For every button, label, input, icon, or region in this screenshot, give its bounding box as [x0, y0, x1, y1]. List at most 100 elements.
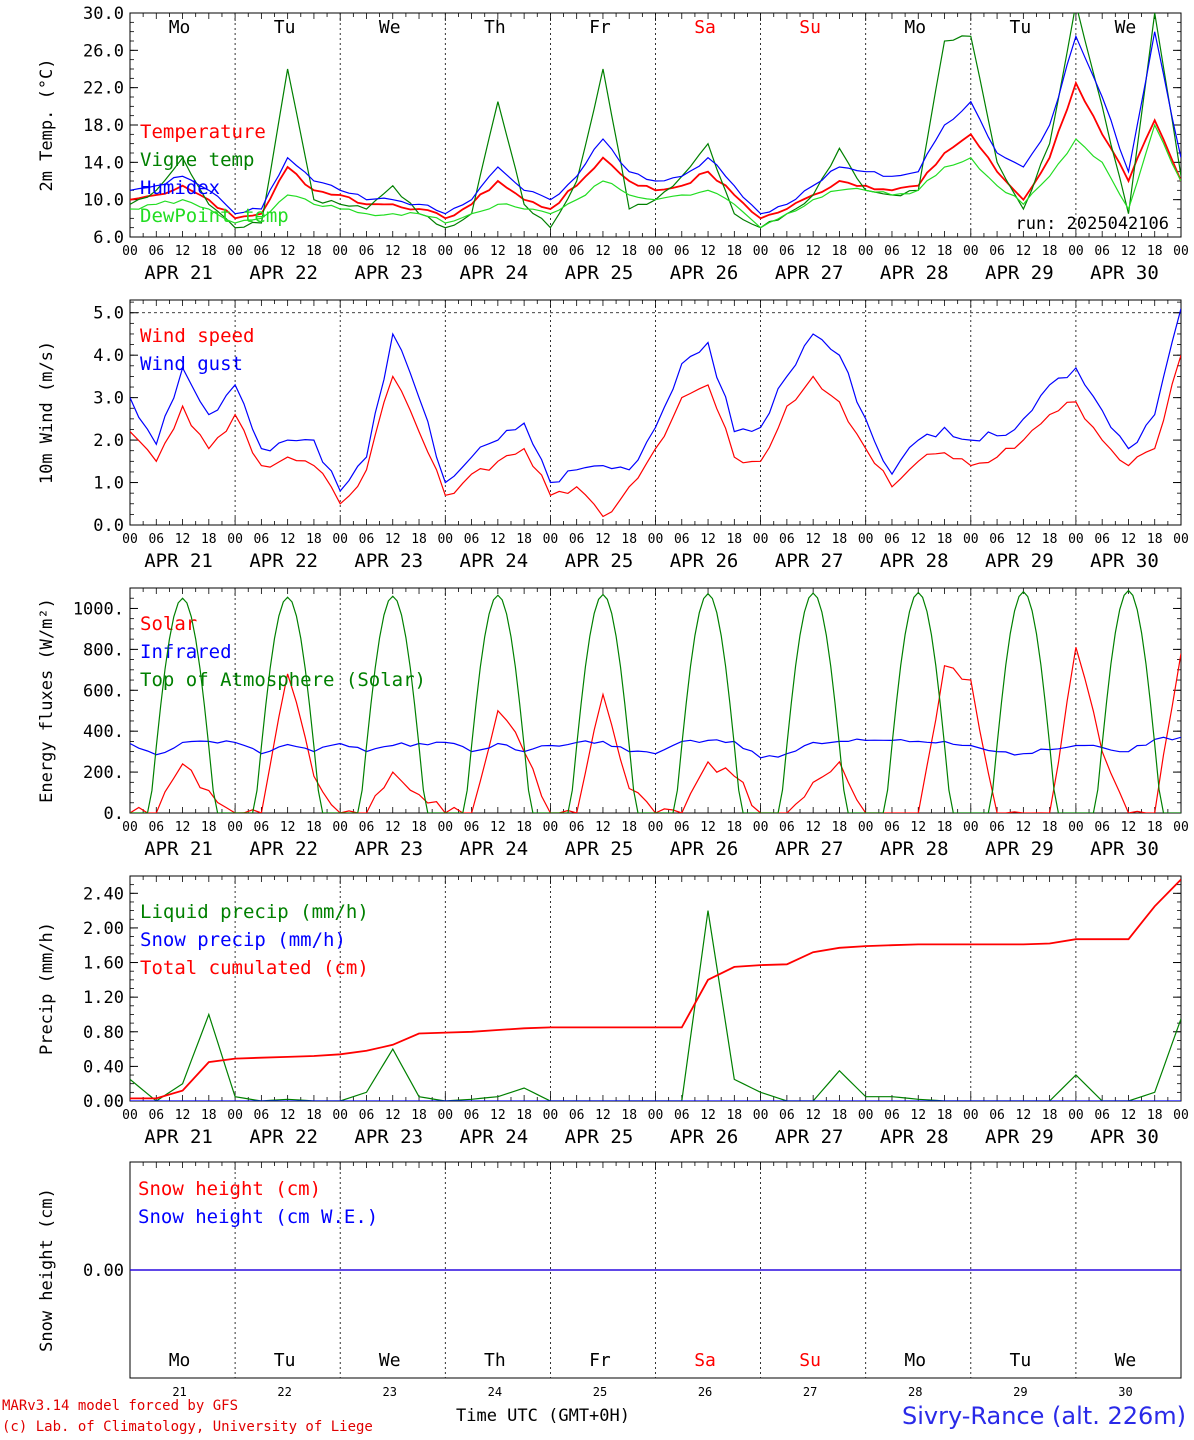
panel-4-ytick-label: 2.00	[83, 919, 124, 939]
panel-5-day-number: 23	[383, 1385, 397, 1399]
panel-5-weekday-label: We	[1115, 1350, 1137, 1371]
panel-3-date-label: APR 30	[1090, 838, 1159, 860]
panel-1-xtick-label: 18	[306, 244, 322, 259]
panel-4-xtick-label: 18	[1042, 1108, 1058, 1123]
panel-3-xtick-label: 00	[332, 820, 348, 835]
panel-3-xtick-label: 00	[648, 820, 664, 835]
panel-4-xtick-label: 00	[227, 1108, 243, 1123]
panel-1-xtick-label: 12	[490, 244, 506, 259]
panel-3-xtick-label: 00	[1173, 820, 1189, 835]
panel-1-xtick-label: 12	[595, 244, 611, 259]
panel-4-xtick-label: 00	[1068, 1108, 1084, 1123]
panel-3-xtick-label: 12	[280, 820, 296, 835]
panel-3-ytick-label: 200.	[83, 763, 124, 783]
panel-4-xtick-label: 00	[1173, 1108, 1189, 1123]
panel-1-date-label: APR 22	[249, 262, 318, 284]
panel-1-ytick-label: 18.0	[83, 116, 124, 136]
panel-3-xtick-label: 06	[989, 820, 1005, 835]
panel-2-xtick-label: 12	[490, 532, 506, 547]
panel-2-xtick-label: 00	[753, 532, 769, 547]
panel-1-weekday-label: We	[1115, 17, 1137, 38]
panel-3-date-label: APR 25	[565, 838, 634, 860]
panel-5-weekday-label: Mo	[904, 1350, 926, 1371]
panel-4-xtick-label: 12	[1016, 1108, 1032, 1123]
panel-4-date-label: APR 24	[460, 1126, 529, 1148]
panel-1-xtick-label: 18	[1042, 244, 1058, 259]
panel-1-legend-temperature: Temperature	[140, 121, 266, 143]
panel-2-ylabel: 10m Wind (m/s)	[37, 341, 57, 484]
panel-3-date-label: APR 21	[144, 838, 213, 860]
panel-3-xtick-label: 12	[175, 820, 191, 835]
panel-3-date-label: APR 23	[354, 838, 423, 860]
panel-5-day-number: 26	[698, 1385, 712, 1399]
panel-2-date-label: APR 27	[775, 550, 844, 572]
panel-4-ytick-label: 0.40	[83, 1057, 124, 1077]
panel-1-xtick-label: 18	[201, 244, 217, 259]
panel-5-day-number: 30	[1118, 1385, 1132, 1399]
panel-4-xtick-label: 18	[832, 1108, 848, 1123]
panel-2-xtick-label: 00	[122, 532, 138, 547]
panel-4-xtick-label: 00	[122, 1108, 138, 1123]
panel-2-line-wind-gust	[130, 308, 1181, 493]
panel-2-xtick-label: 18	[201, 532, 217, 547]
panel-4-xtick-label: 06	[884, 1108, 900, 1123]
panel-3-date-label: APR 27	[775, 838, 844, 860]
panel-4-line-total-cumulated-cm	[130, 878, 1181, 1100]
panel-1-xtick-label: 12	[910, 244, 926, 259]
panel-2-ytick-label: 2.0	[93, 431, 124, 451]
panel-4-xtick-label: 18	[726, 1108, 742, 1123]
panel-3-series-solar	[130, 647, 1181, 813]
panel-3-xtick-label: 18	[621, 820, 637, 835]
panel-1-xtick-label: 00	[858, 244, 874, 259]
panel-1-xtick-label: 18	[832, 244, 848, 259]
panel-4-date-label: APR 25	[565, 1126, 634, 1148]
panel-1-xtick-label: 00	[543, 244, 559, 259]
panel-2-xtick-label: 12	[910, 532, 926, 547]
panel-5-weekday-label: Th	[484, 1350, 506, 1371]
panel-5-day-number: 22	[277, 1385, 291, 1399]
panel-2-date-label: APR 30	[1090, 550, 1159, 572]
panel-3-xtick-label: 12	[805, 820, 821, 835]
panel-2-xtick-label: 06	[779, 532, 795, 547]
panel-2-date-label: APR 25	[565, 550, 634, 572]
panel-1-ylabel: 2m Temp. (°C)	[37, 58, 57, 191]
panel-4-date-label: APR 27	[775, 1126, 844, 1148]
panel-4-ytick-label: 1.20	[83, 988, 124, 1008]
panel-4-xtick-label: 06	[989, 1108, 1005, 1123]
panel-1-xtick-label: 06	[569, 244, 585, 259]
panel-1-weekday-label: Mo	[904, 17, 926, 38]
panel-1-xtick-label: 06	[674, 244, 690, 259]
panel-1-xtick-label: 00	[963, 244, 979, 259]
panel-1-legend-humidex: Humidex	[140, 177, 220, 199]
panel-5-weekday-label: Tu	[274, 1350, 296, 1371]
panel-4-series-total-cumulated-cm	[130, 878, 1181, 1100]
panel-3-xtick-label: 12	[700, 820, 716, 835]
panel-4-legend-total-cumulated-cm: Total cumulated (cm)	[140, 957, 369, 979]
panel-1-weekday-label: Sa	[694, 17, 716, 38]
panel-1-xtick-label: 18	[937, 244, 953, 259]
panel-5-weekday-label: Tu	[1010, 1350, 1032, 1371]
panel-5-day-number: 28	[908, 1385, 922, 1399]
panel-4-ytick-label: 2.40	[83, 884, 124, 904]
panel-4-xtick-label: 18	[411, 1108, 427, 1123]
panel-4-xtick-label: 06	[464, 1108, 480, 1123]
panel-4-date-label: APR 23	[354, 1126, 423, 1148]
panel-2-date-label: APR 24	[460, 550, 529, 572]
panel-2-xtick-label: 00	[1068, 532, 1084, 547]
panel-3-xtick-label: 12	[595, 820, 611, 835]
panel-3-ylabel: Energy fluxes (W/m²)	[37, 598, 57, 803]
panel-2-xtick-label: 18	[411, 532, 427, 547]
panel-4-ytick-label: 0.80	[83, 1023, 124, 1043]
panel-2-xtick-label: 00	[332, 532, 348, 547]
panel-3-line-top-of-atmosphere-solar	[130, 589, 1181, 813]
panel-1-run-annotation: run: 2025042106	[1015, 214, 1169, 234]
panel-1-date-label: APR 21	[144, 262, 213, 284]
panel-1-ytick-label: 26.0	[83, 41, 124, 61]
panel-1-xtick-label: 18	[516, 244, 532, 259]
panel-4-xtick-label: 12	[490, 1108, 506, 1123]
panel-3-xtick-label: 06	[884, 820, 900, 835]
panel-3-xtick-label: 06	[674, 820, 690, 835]
panel-3-xtick-label: 18	[411, 820, 427, 835]
panel-4-xtick-label: 06	[779, 1108, 795, 1123]
